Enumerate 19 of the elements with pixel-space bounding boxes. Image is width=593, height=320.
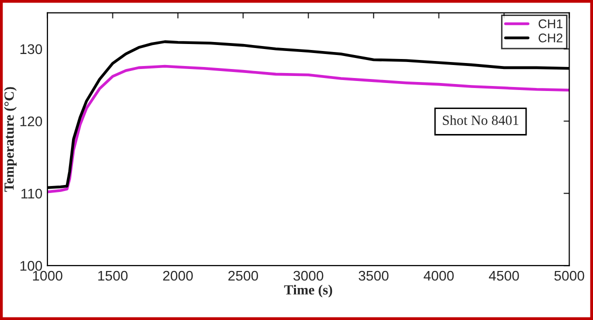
line-series	[47, 64, 570, 194]
x-tick-label: 4500	[488, 270, 519, 281]
legend-label: CH2	[538, 34, 562, 42]
legend-label: CH1	[538, 19, 562, 28]
y-tick-label: 130	[20, 44, 42, 54]
x-tick-label: 5000	[554, 270, 584, 281]
y-tick-label: 100	[20, 260, 42, 271]
x-axis-title: Time (s)	[284, 284, 332, 298]
x-tick-label: 3000	[293, 270, 324, 281]
x-tick-label: 4000	[424, 270, 454, 281]
annotation: Shot No 8401	[442, 115, 518, 125]
x-tick-label: 2000	[163, 270, 193, 281]
y-axis-title: Temperature (°C)	[4, 87, 17, 192]
y-tick-label: 120	[20, 116, 42, 126]
x-tick-label: 1000	[33, 270, 62, 281]
y-tick-label: 110	[21, 188, 42, 199]
x-tick-label: 1500	[98, 270, 128, 281]
x-tick-label: 2500	[228, 270, 258, 281]
x-tick-label: 3500	[358, 270, 388, 281]
